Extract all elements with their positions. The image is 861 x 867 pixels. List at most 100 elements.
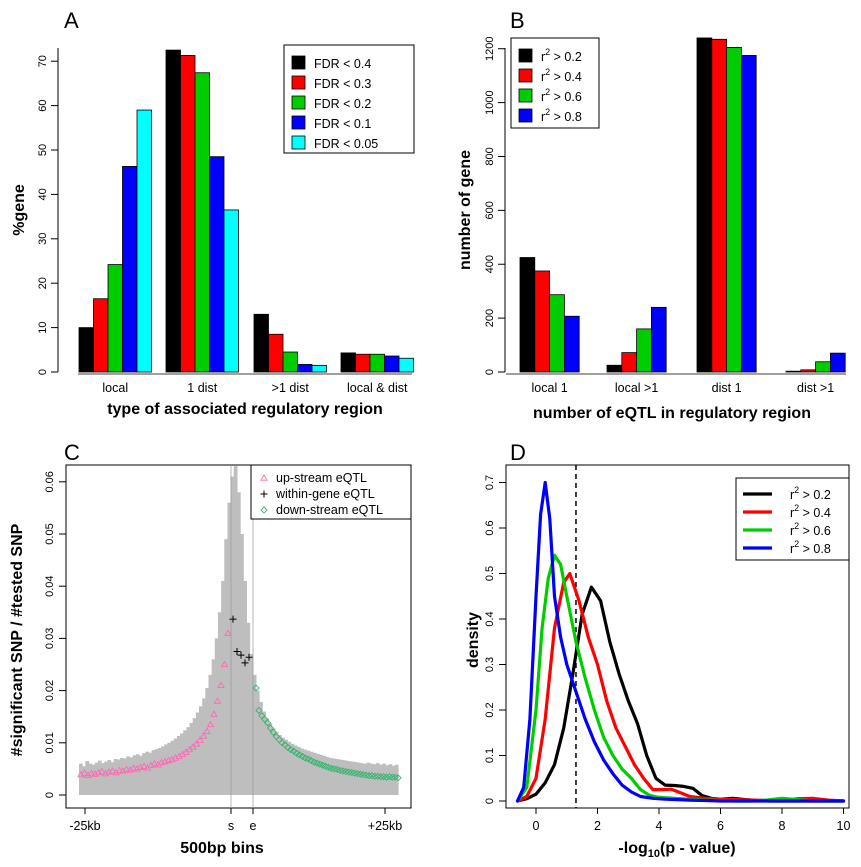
panel-c-plot-frame [65,464,412,809]
panel-a-bar [209,156,225,373]
panel-c-background-bar [82,766,86,795]
panel-c-background-bar [236,492,241,795]
panel-c-downstream-point [266,724,275,732]
panel-c-background-bar [319,754,323,795]
panel-c-background-bar [341,760,345,795]
panel-b-bar [534,270,550,373]
panel-c-background-bar [312,752,317,795]
panel-c-background-bar [208,674,213,795]
panel-c-background-bar [85,761,90,795]
panel-c-downstream-point [278,739,286,747]
panel-c-background-bar [360,763,364,795]
panel-b-bar [830,352,846,373]
panel-a-bar [355,353,371,373]
panel-c-upstream-point [115,766,124,774]
panel-b-y-tick-label: 400 [484,255,496,273]
panel-c-background-bar [233,466,238,795]
panel-d-density-line [515,571,846,803]
panel-a-legend-box [283,44,415,154]
panel-c-background-bar [287,741,292,795]
panel-a-bar [297,364,313,373]
panel-c-background-bar [113,758,118,795]
panel-c-x-ticks: -25kb s e +25kb [69,808,402,833]
panel-a-bar [311,364,327,373]
panel-c-upstream-point [178,750,187,757]
panel-c-within-gene-point [237,651,245,659]
panel-c-legend-label: up-stream eQTL [276,471,367,485]
panel-a-legend-label: FDR < 0.2 [314,97,371,111]
panel-d-y-tick-label: 0.6 [484,520,496,535]
panel-c-downstream-point [371,772,379,780]
panel-d-legend-label-base: r [790,524,794,538]
panel-d-y-tick-label: 0.7 [484,475,496,490]
panel-c-background-bar [366,762,371,795]
panel-a-bar [122,166,138,373]
panel-c-downstream-point [388,773,396,781]
panel-c-upstream-point [122,765,131,773]
panel-c-background-bar [274,731,279,795]
panel-b-y-tick-label: 1000 [484,90,496,114]
panel-c-background-bar [167,742,172,795]
panel-d-x-tick-label: 4 [656,819,663,833]
panel-d-x-axis-label-base: -log [618,840,647,857]
panel-a-bar [93,298,109,373]
panel-c-background-bar [353,762,358,795]
panel-c-background-bar [195,712,200,795]
panel-d-y-tick-label: 0.2 [484,702,496,717]
panel-c-legend-label: within-gene eQTL [275,487,375,501]
panel-c-x-tick-label: s [228,819,234,833]
panel-c-downstream-point [394,774,402,782]
panel-b-legend-label-sup: 2 [545,87,550,97]
panel-c-within-gene-point [233,647,241,655]
panel-d-y-tick-label: 0.4 [484,611,496,626]
panel-c-background-bar [135,754,140,795]
panel-a-y-tick-label: 20 [37,277,49,289]
panel-b-x-tick-label: dist >1 [797,381,834,395]
panel-c-background-bar [120,757,124,795]
panel-c-downstream-point [382,773,391,781]
panel-c-y-tick-label: 0.05 [44,523,56,544]
panel-d-letter: D [510,440,526,465]
panel-b-y-axis-label: number of gene [457,150,474,270]
panel-c-background-bar [347,761,352,795]
panel-d: D 00.10.20.30.40.50.60.7 0 2 4 6 8 10 -log10(… [465,440,850,860]
panel-a-legend-swatch [291,95,306,110]
panel-b-y-ticks: 0 200 400 600 800 1000 1200 [484,36,505,375]
panel-c-y-axis-label: #significant SNP / #tested SNP [9,523,26,756]
panel-d-legend: r2 > 0.2r2 > 0.4r2 > 0.6r2 > 0.8 [735,477,850,561]
panel-c-upstream-point [213,697,222,704]
panel-c: C 0 0.01 0.02 0.03 0.04 0.05 0.06 -25kb s e +25kb… [9,440,412,857]
panel-c-background-bar [189,722,194,795]
panel-c-background-bar [230,476,235,795]
panel-c-y-tick-label: 0.02 [44,680,56,701]
panel-c-upstream-point [217,681,225,689]
panel-c-upstream-point [80,769,89,776]
panel-d-legend-box [735,477,850,561]
panel-d-x-axis-label: -log10(p - value) [618,840,735,860]
panel-b-y-tick-label: 600 [484,201,496,219]
panel-c-background-bar [199,706,203,795]
panel-b-bar [711,38,727,373]
panel-c-background-bar [334,758,339,795]
panel-b-legend-label: r2 > 0.8 [541,107,582,124]
panel-c-upstream-point [203,727,211,734]
panel-a-y-tick-label: 30 [37,233,49,245]
panel-c-upstream-point [150,759,159,767]
panel-c-background-bar [126,756,131,795]
panel-c-legend-box [250,464,412,520]
panel-d-x-tick-label: 0 [533,819,540,833]
panel-c-upstream-point [175,752,183,760]
panel-d-x-axis-label-rest: (p - value) [660,840,736,857]
panel-d-legend-label-base: r [790,488,794,502]
panel-a-legend-label: FDR < 0.3 [314,77,371,91]
panel-a-bar [180,55,196,373]
panel-c-background-bar [290,743,295,795]
panel-c-background-bar [281,737,285,795]
panel-a-bar [165,49,181,373]
panel-a-legend-label: FDR < 0.1 [314,117,371,131]
panel-a-bar [253,313,269,373]
panel-c-background-bar [79,763,83,795]
panel-b-bar [726,46,742,373]
panel-a-x-axis-label: type of associated regulatory region [107,401,383,418]
panel-b-legend: r2 > 0.2r2 > 0.4r2 > 0.6r2 > 0.8 [510,37,600,129]
